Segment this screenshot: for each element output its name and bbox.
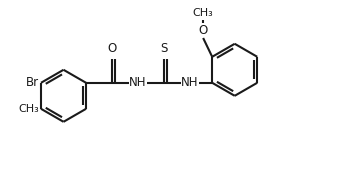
Text: NH: NH bbox=[129, 76, 147, 89]
Text: O: O bbox=[198, 24, 208, 36]
Text: NH: NH bbox=[181, 76, 199, 89]
Text: O: O bbox=[107, 42, 117, 55]
Text: S: S bbox=[161, 42, 168, 55]
Text: CH₃: CH₃ bbox=[193, 8, 214, 18]
Text: CH₃: CH₃ bbox=[18, 104, 39, 114]
Text: Br: Br bbox=[26, 76, 39, 89]
